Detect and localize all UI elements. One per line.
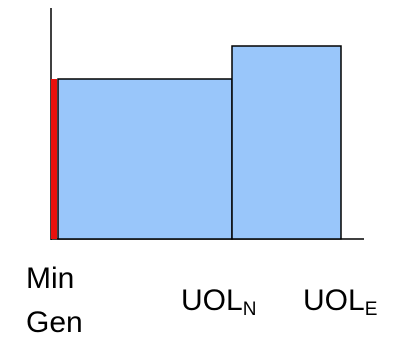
min-label: Min	[26, 262, 75, 295]
uol-n-subscript: N	[242, 299, 257, 320]
uol-n-main-text: UOL	[181, 284, 243, 317]
min-gen-marker	[51, 79, 57, 239]
uol-n-label: UOLN	[181, 284, 256, 320]
uol-e-subscript: E	[364, 299, 378, 320]
uol-e-main-text: UOL	[303, 284, 365, 317]
block-uol-n-to-uol-e	[231, 45, 342, 240]
uol-e-label: UOLE	[303, 284, 377, 320]
block-min-to-uol-n	[57, 78, 233, 240]
gen-label: Gen	[26, 306, 83, 339]
